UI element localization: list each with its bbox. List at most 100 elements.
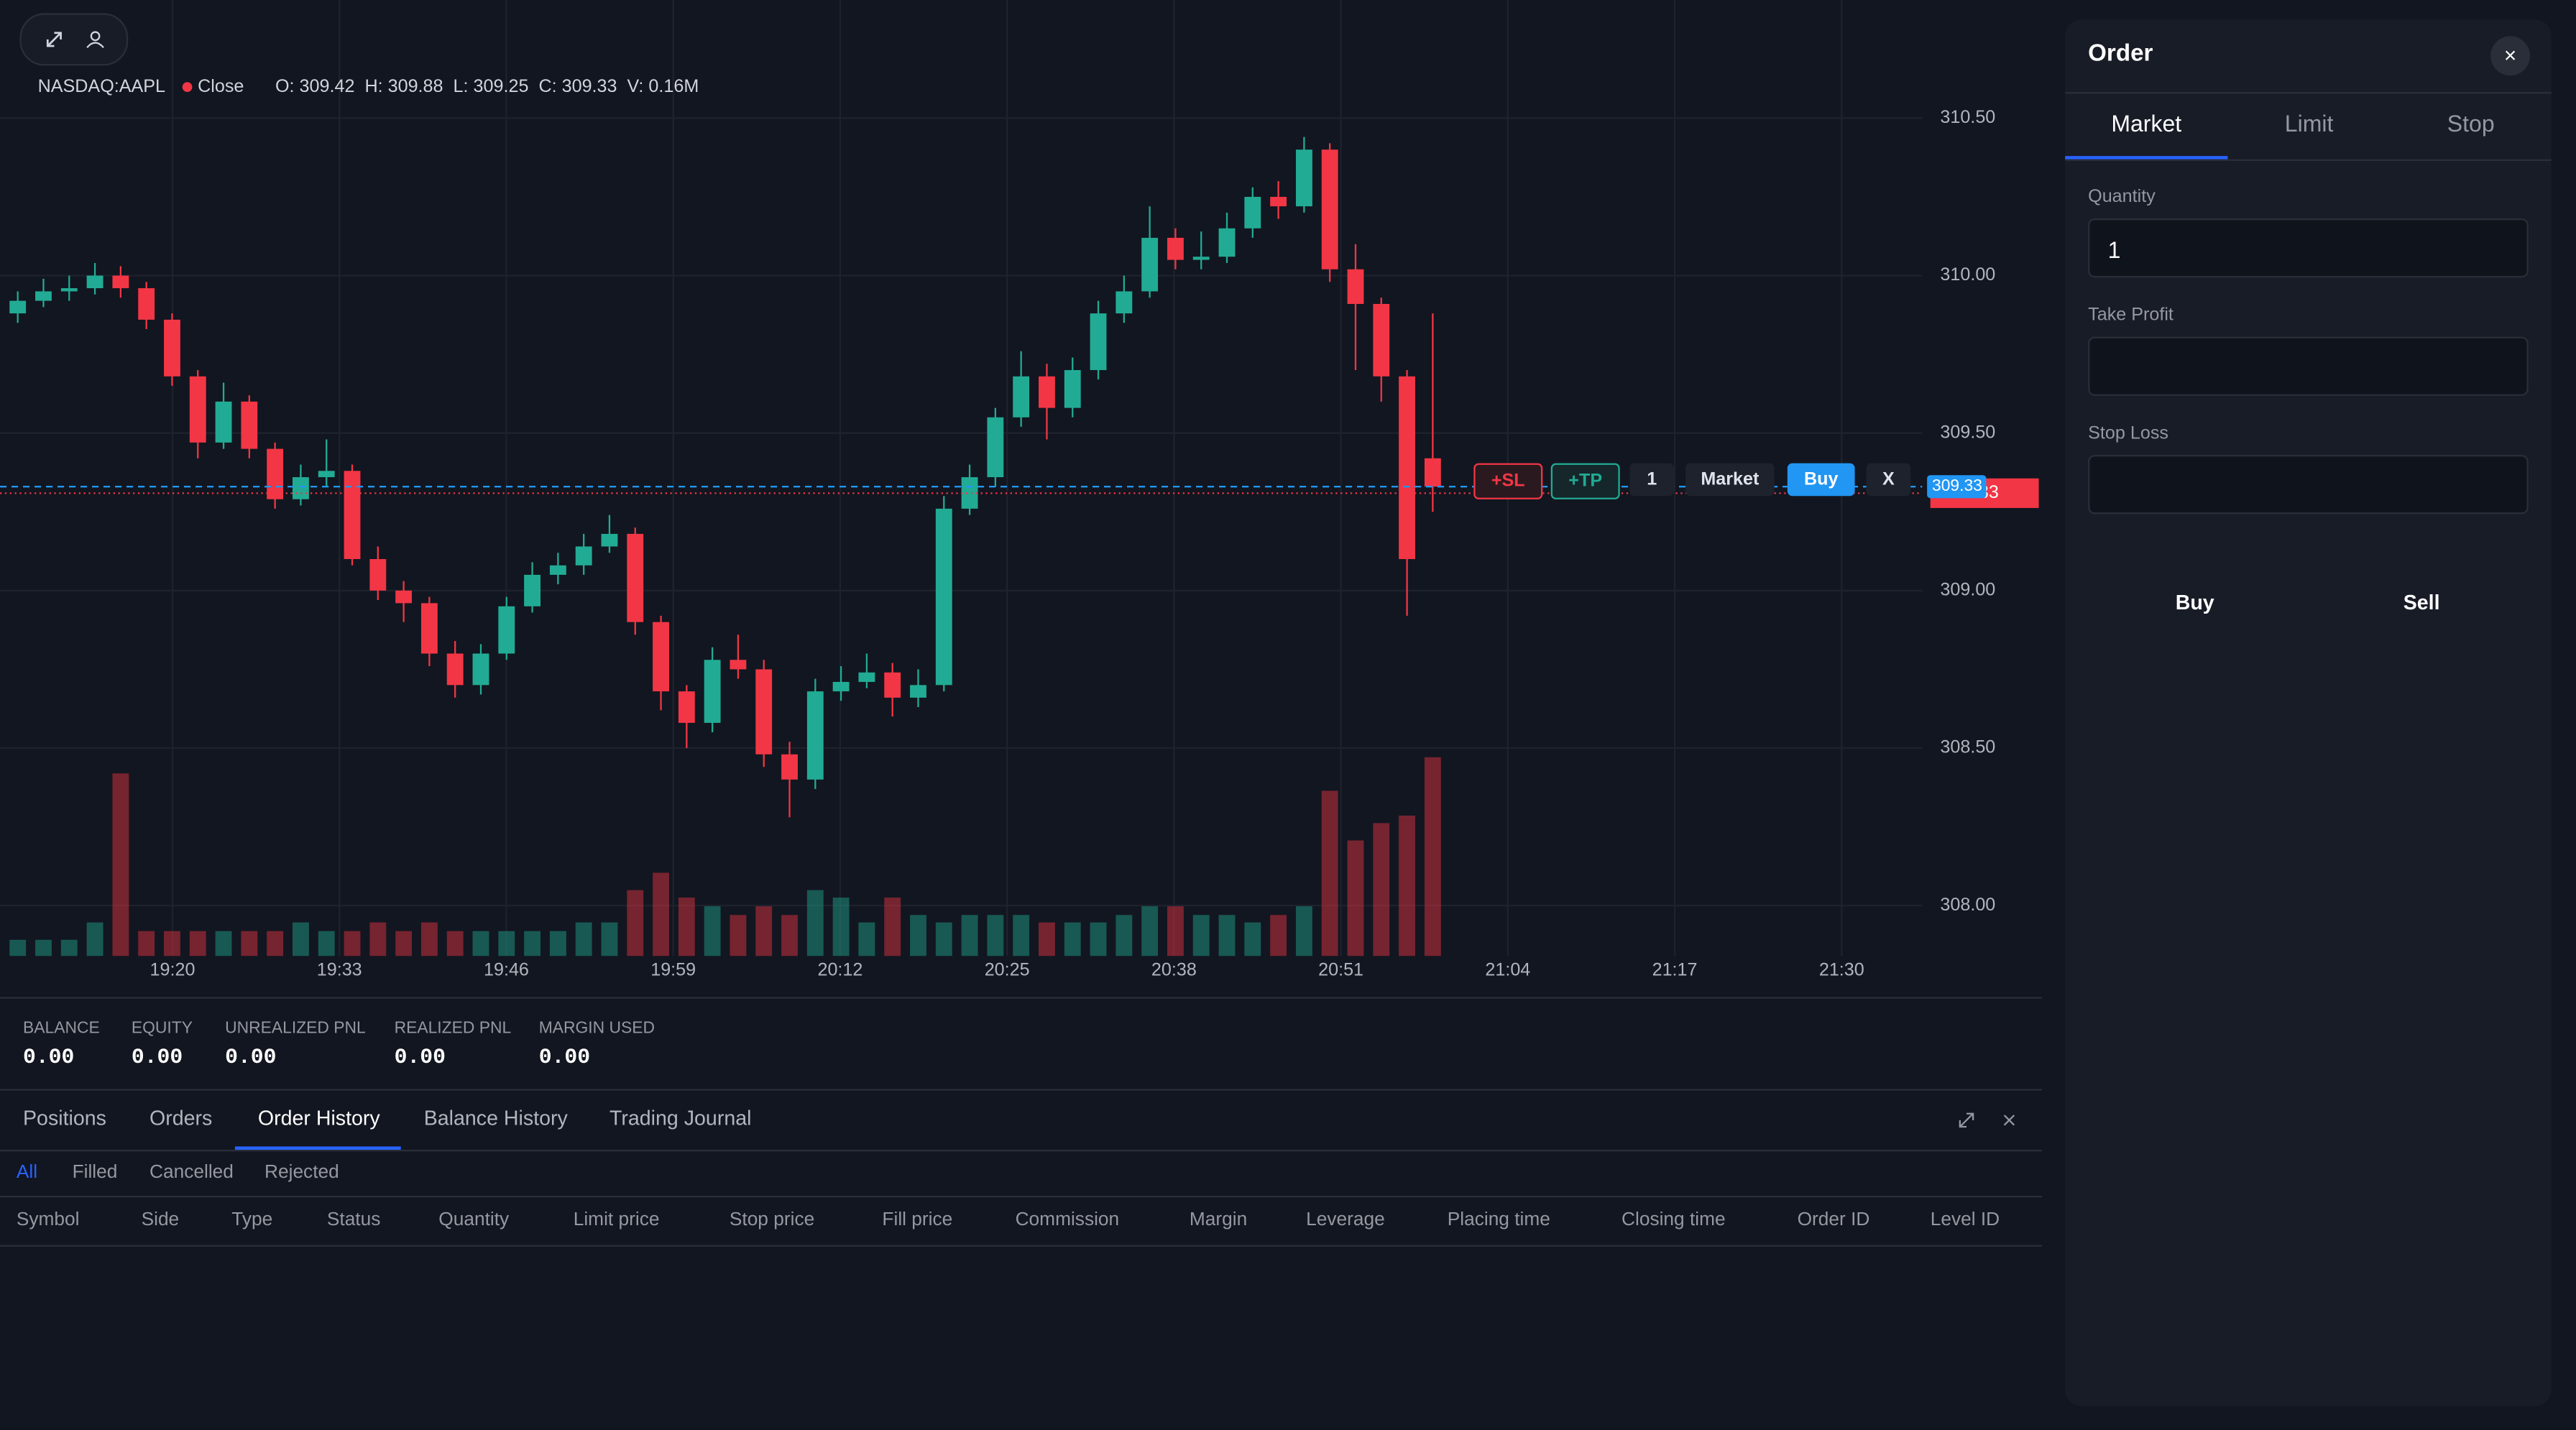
order-side[interactable]: Buy (1787, 463, 1855, 497)
tab-stop[interactable]: Stop (2447, 110, 2495, 137)
candle-body (1347, 269, 1364, 304)
y-tick-label: 308.50 (1940, 737, 1995, 757)
filter[interactable]: Cancelled (149, 1163, 234, 1183)
filter[interactable]: Filled (72, 1163, 118, 1183)
candle-body (832, 681, 850, 692)
divider (0, 1149, 2043, 1152)
stat-label[interactable]: BALANCE (22, 1020, 100, 1038)
candle-body (704, 660, 721, 723)
order-close[interactable]: X (1866, 463, 1911, 497)
volume-bar (653, 872, 669, 956)
stop-loss-input[interactable] (2088, 455, 2529, 515)
volume-bar (472, 931, 489, 956)
volume-bar (1373, 823, 1390, 956)
column-header[interactable]: Order ID (1797, 1210, 1870, 1230)
stat-value[interactable]: 0.00 (225, 1044, 277, 1069)
take-profit-input[interactable] (2088, 336, 2529, 396)
stat-value[interactable]: 0.00 (538, 1044, 591, 1069)
bottom-tab[interactable]: Positions (22, 1107, 106, 1130)
tab-limit[interactable]: Limit (2284, 110, 2334, 137)
volume-bar (678, 898, 695, 956)
filter[interactable]: Rejected (264, 1163, 339, 1183)
column-header[interactable]: Commission (1015, 1210, 1120, 1230)
stat-value[interactable]: 0.00 (394, 1044, 446, 1069)
filter[interactable]: All (16, 1163, 38, 1183)
column-header[interactable]: Closing time (1621, 1210, 1726, 1230)
x-tick-label: 20:51 (1318, 959, 1363, 979)
add-tp[interactable]: +TP (1550, 463, 1620, 499)
volume-bar (369, 922, 387, 956)
candle-body (524, 574, 540, 606)
buy-button[interactable]: Buy (2175, 591, 2214, 614)
maximize-icon[interactable] (1959, 1112, 1974, 1128)
ohlc-value: 309.42 (299, 77, 355, 97)
volume-bar (1141, 906, 1159, 956)
candle-body (164, 319, 180, 377)
volume-bar (935, 922, 952, 956)
volume-bar (1399, 816, 1416, 956)
volume-bar (1321, 790, 1338, 956)
candle-body (215, 401, 232, 443)
stat-label[interactable]: MARGIN USED (538, 1020, 655, 1038)
column-header[interactable]: Type (231, 1210, 273, 1230)
order-type[interactable]: Market (1685, 463, 1775, 497)
field-label: Stop Loss (2088, 423, 2168, 444)
volume-bar (1013, 915, 1030, 956)
bottom-tab[interactable]: Order History (257, 1107, 380, 1130)
volume-bar (112, 773, 129, 956)
tab-market[interactable]: Market (2111, 110, 2182, 137)
stat-value[interactable]: 0.00 (131, 1044, 183, 1069)
stat-label[interactable]: UNREALIZED PNL (225, 1020, 366, 1038)
bottom-tab[interactable]: Orders (149, 1107, 213, 1130)
volume-bar (1090, 922, 1107, 956)
close-panel[interactable]: × (2490, 36, 2530, 76)
candle-body (781, 754, 798, 780)
add-sl[interactable]: +SL (1473, 463, 1543, 499)
candle-body (112, 275, 129, 289)
column-header[interactable]: Stop price (729, 1210, 815, 1230)
column-header[interactable]: Level ID (1930, 1210, 2000, 1230)
candle-body (935, 508, 952, 686)
column-header[interactable]: Side (141, 1210, 180, 1230)
candle-body (86, 275, 104, 289)
candle-body (1244, 196, 1261, 229)
candle-body (1090, 313, 1107, 371)
volume-bar (1116, 915, 1133, 956)
bottom-tab[interactable]: Trading Journal (609, 1107, 752, 1130)
x-tick-label: 20:25 (985, 959, 1030, 979)
close-icon[interactable] (2003, 1115, 2015, 1126)
ohlc-label: C: (538, 77, 557, 97)
volume-bar (215, 931, 232, 956)
volume-bar (961, 915, 978, 956)
x-tick-label: 21:30 (1819, 959, 1864, 979)
column-header[interactable]: Fill price (882, 1210, 953, 1230)
volume-bar (1039, 922, 1055, 956)
candle-body (1270, 196, 1287, 207)
x-tick-label: 20:38 (1151, 959, 1197, 979)
column-header[interactable]: Quantity (438, 1210, 510, 1230)
column-header[interactable]: Leverage (1306, 1210, 1385, 1230)
stat-value[interactable]: 0.00 (22, 1044, 75, 1069)
candle-body (1141, 237, 1159, 292)
column-header[interactable]: Symbol (16, 1210, 80, 1230)
bottom-tab[interactable]: Balance History (423, 1107, 568, 1130)
candle-body (267, 448, 284, 499)
sell-button[interactable]: Sell (2403, 591, 2440, 614)
stat-label[interactable]: EQUITY (131, 1020, 193, 1038)
column-header[interactable]: Limit price (573, 1210, 660, 1230)
user-icon[interactable] (90, 31, 101, 42)
order-qty[interactable]: 1 (1629, 463, 1675, 497)
column-header[interactable]: Margin (1189, 1210, 1248, 1230)
candle-body (420, 603, 438, 654)
column-header[interactable]: Placing time (1447, 1210, 1550, 1230)
volume-bar (420, 922, 438, 956)
divider (0, 1089, 2043, 1091)
expand-icon[interactable] (46, 32, 62, 47)
active-tab-underline (2065, 156, 2228, 160)
column-header[interactable]: Status (326, 1210, 381, 1230)
price-label: 309.33 (1932, 476, 1982, 494)
quantity-input[interactable]: 1 (2088, 218, 2529, 278)
symbol: NASDAQ:AAPL (37, 77, 165, 97)
stat-label[interactable]: REALIZED PNL (394, 1020, 512, 1038)
